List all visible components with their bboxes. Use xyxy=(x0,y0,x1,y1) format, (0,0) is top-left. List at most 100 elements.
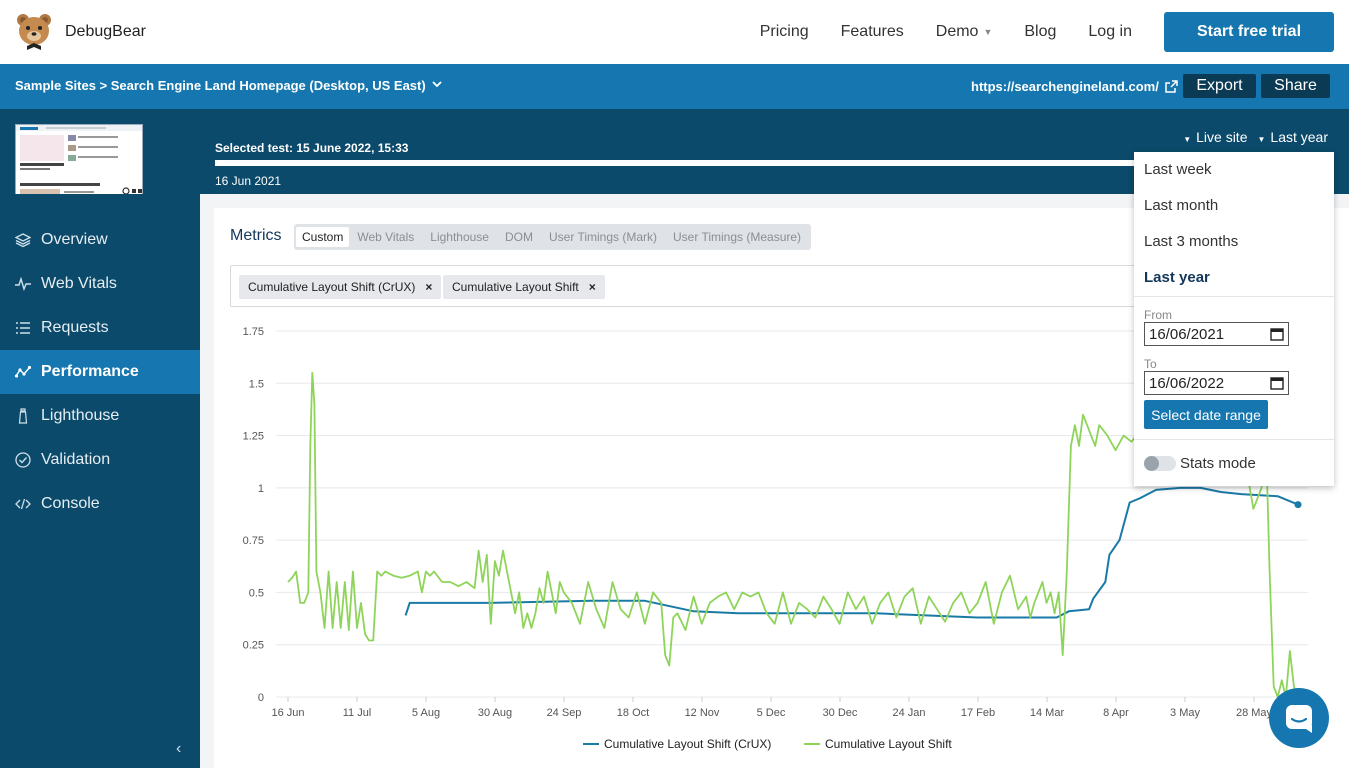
caret-down-icon: ▼ xyxy=(1257,135,1266,144)
x-tick-label: 3 May xyxy=(1170,707,1200,719)
project-bar: Sample Sites > Search Engine Land Homepa… xyxy=(0,64,1349,109)
y-tick-label: 1.5 xyxy=(249,378,264,390)
calendar-icon[interactable] xyxy=(1270,376,1284,390)
x-tick-label: 5 Aug xyxy=(412,707,440,719)
x-tick-label: 12 Nov xyxy=(685,707,720,719)
x-tick-label: 18 Oct xyxy=(617,707,649,719)
metric-chip: Cumulative Layout Shift (CrUX) × xyxy=(239,275,442,299)
option-last-month[interactable]: Last month xyxy=(1144,197,1219,214)
chat-icon xyxy=(1286,705,1312,733)
sidebar-item-label: Performance xyxy=(41,363,139,380)
sidebar-item-label: Web Vitals xyxy=(41,275,117,292)
x-tick-label: 24 Jan xyxy=(892,707,925,719)
collapse-sidebar-button[interactable]: ‹ xyxy=(176,740,182,757)
timeline-band: Selected test: 15 June 2022, 15:33 16 Ju… xyxy=(0,109,1349,204)
metrics-title: Metrics xyxy=(230,227,282,244)
x-tick-label: 14 Mar xyxy=(1030,707,1065,719)
sidebar-item-label: Overview xyxy=(41,231,108,248)
sidebar-item-web-vitals[interactable]: Web Vitals xyxy=(0,262,200,306)
tab-user-timings-mark[interactable]: User Timings (Mark) xyxy=(548,230,657,244)
date-range-label: Last year xyxy=(1270,129,1328,145)
site-url-link[interactable]: https://searchengineland.com/ xyxy=(971,79,1178,94)
chevron-down-icon xyxy=(432,80,442,91)
pulse-icon xyxy=(15,276,31,292)
stats-mode-label: Stats mode xyxy=(1180,455,1256,472)
toggle-knob xyxy=(1144,456,1159,471)
nav-features[interactable]: Features xyxy=(840,23,904,40)
nav-blog[interactable]: Blog xyxy=(1024,23,1057,40)
to-date-input[interactable]: 16/06/2022 xyxy=(1144,371,1289,395)
nav-pricing[interactable]: Pricing xyxy=(759,23,809,40)
x-tick-label: 24 Sep xyxy=(547,707,582,719)
bear-logo-icon xyxy=(17,14,51,50)
x-tick-label: 28 May xyxy=(1236,707,1273,719)
nav-demo[interactable]: Demo ▼ xyxy=(936,23,993,41)
top-navbar: DebugBear Pricing Features Demo ▼ Blog Lo… xyxy=(0,0,1349,64)
live-site-filter[interactable]: ▼ Live site xyxy=(1183,129,1247,145)
start-free-trial-button[interactable]: Start free trial xyxy=(1164,12,1334,52)
x-tick-label: 30 Dec xyxy=(823,707,858,719)
sidebar-item-performance[interactable]: Performance xyxy=(0,350,200,394)
breadcrumb[interactable]: Sample Sites > Search Engine Land Homepa… xyxy=(15,78,442,93)
lighthouse-icon xyxy=(15,408,31,424)
metric-tabs: Custom Web Vitals Lighthouse DOM User Ti… xyxy=(294,224,812,250)
tab-custom[interactable]: Custom xyxy=(296,227,350,247)
from-date-input[interactable]: 16/06/2021 xyxy=(1144,322,1289,346)
x-tick-label: 16 Jun xyxy=(271,707,304,719)
sidebar-item-label: Console xyxy=(41,495,100,512)
y-tick-label: 1.75 xyxy=(243,326,264,338)
metric-selector[interactable]: Cumulative Layout Shift (CrUX) × Cumulat… xyxy=(230,265,1150,307)
series-line xyxy=(287,371,1299,698)
timeline-filters: ▼ Live site ▼ Last year xyxy=(1173,129,1328,145)
sidebar-item-label: Validation xyxy=(41,451,111,468)
nav-demo-label: Demo xyxy=(935,23,979,40)
metric-chip: Cumulative Layout Shift × xyxy=(443,275,605,299)
series-endpoint-marker xyxy=(1294,501,1302,509)
date-range-dropdown: Last week Last month Last 3 months Last … xyxy=(1134,152,1334,486)
tab-user-timings-measure[interactable]: User Timings (Measure) xyxy=(673,230,802,244)
share-button[interactable]: Share xyxy=(1261,74,1330,98)
select-date-range-button[interactable]: Select date range xyxy=(1144,400,1268,429)
y-tick-label: 1 xyxy=(258,483,264,495)
tab-web-vitals[interactable]: Web Vitals xyxy=(357,230,415,244)
sidebar-item-console[interactable]: Console xyxy=(0,482,200,526)
calendar-icon[interactable] xyxy=(1270,327,1284,341)
option-last-3-months[interactable]: Last 3 months xyxy=(1144,233,1239,250)
sidebar-item-lighthouse[interactable]: Lighthouse xyxy=(0,394,200,438)
sidebar-item-validation[interactable]: Validation xyxy=(0,438,200,482)
export-button[interactable]: Export xyxy=(1183,74,1256,98)
chat-launcher-button[interactable] xyxy=(1269,688,1329,748)
remove-chip-icon[interactable]: × xyxy=(425,280,433,294)
code-icon xyxy=(15,496,31,512)
layers-icon xyxy=(15,232,31,248)
list-icon xyxy=(15,320,31,336)
check-circle-icon xyxy=(15,452,31,468)
brand-name: DebugBear xyxy=(65,23,146,40)
stats-mode-toggle[interactable] xyxy=(1144,456,1176,471)
dropdown-divider xyxy=(1134,439,1334,440)
y-tick-label: 0.75 xyxy=(243,535,264,547)
x-tick-label: 5 Dec xyxy=(757,707,786,719)
nav-login[interactable]: Log in xyxy=(1088,23,1132,40)
y-tick-label: 0 xyxy=(258,692,264,704)
tab-dom[interactable]: DOM xyxy=(504,230,533,244)
nav-links: Pricing Features Demo ▼ Blog Log in Start… xyxy=(728,12,1334,52)
caret-down-icon: ▼ xyxy=(1183,135,1192,144)
sidebar-item-requests[interactable]: Requests xyxy=(0,306,200,350)
site-url-text: https://searchengineland.com/ xyxy=(971,79,1159,94)
sidebar: Overview Web Vitals Requests Performance… xyxy=(0,194,200,768)
sidebar-item-overview[interactable]: Overview xyxy=(0,218,200,262)
external-link-icon xyxy=(1165,80,1178,93)
live-site-label: Live site xyxy=(1196,129,1248,145)
date-range-filter[interactable]: ▼ Last year xyxy=(1257,129,1328,145)
tab-lighthouse[interactable]: Lighthouse xyxy=(430,230,489,244)
timeline-track[interactable] xyxy=(215,160,1135,166)
y-tick-label: 0.5 xyxy=(249,587,264,599)
option-last-week[interactable]: Last week xyxy=(1144,161,1212,178)
timeline-start-date: 16 Jun 2021 xyxy=(215,174,282,188)
remove-chip-icon[interactable]: × xyxy=(588,280,596,294)
option-last-year[interactable]: Last year xyxy=(1144,269,1210,286)
brand-logo[interactable]: DebugBear xyxy=(14,12,146,52)
breadcrumb-text: Sample Sites > Search Engine Land Homepa… xyxy=(15,78,426,93)
chevron-down-icon: ▼ xyxy=(983,27,993,37)
